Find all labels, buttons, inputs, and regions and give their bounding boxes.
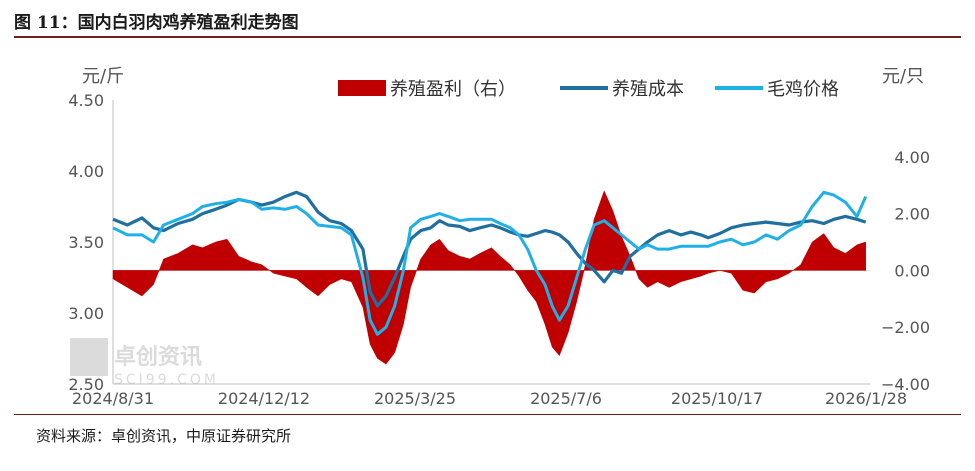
x-tick-label: 2024/12/12 [218, 389, 310, 408]
figure-title: 图 11：国内白羽肉鸡养殖盈利走势图 [14, 13, 299, 33]
watermark-site: SCI99.COM [114, 372, 219, 388]
legend-label: 养殖成本 [612, 78, 684, 100]
x-tick-label: 2026/1/28 [825, 389, 907, 408]
watermark-logo-icon [70, 338, 108, 376]
left-tick-labels: 2.50 3.00 3.50 4.00 4.50 [68, 91, 104, 394]
title-rule [14, 36, 961, 38]
right-axis-unit: 元/只 [882, 66, 924, 87]
left-axis-unit: 元/斤 [82, 66, 124, 87]
right-tick-label: −4.00 [881, 375, 930, 394]
x-tick-label: 2025/7/6 [530, 389, 602, 408]
legend-swatch-profit [338, 80, 386, 96]
left-tick-label: 3.50 [68, 233, 104, 252]
x-tick-label: 2025/3/25 [374, 389, 456, 408]
right-tick-labels: −4.00 −2.00 0.00 2.00 4.00 [881, 148, 930, 394]
x-tick-label: 2024/8/31 [72, 389, 154, 408]
series-profit-area [112, 190, 866, 365]
x-tick-label: 2025/10/17 [671, 389, 763, 408]
right-tick-label: 4.00 [894, 148, 930, 167]
left-tick-label: 2.50 [68, 375, 104, 394]
legend: 养殖盈利（右） 养殖成本 毛鸡价格 [338, 78, 839, 100]
x-tick-labels: 2024/8/31 2024/12/12 2025/3/25 2025/7/6 2025… [72, 389, 907, 408]
source-note: 资料来源：卓创资讯，中原证券研究所 [36, 427, 292, 445]
left-tick-label: 4.00 [68, 162, 104, 181]
left-tick-label: 3.00 [68, 304, 104, 323]
right-tick-label: 0.00 [894, 261, 930, 280]
watermark-brand: 卓创资讯 [114, 345, 202, 370]
right-tick-label: 2.00 [894, 205, 930, 224]
right-tick-label: −2.00 [881, 318, 930, 337]
series-layer [112, 190, 868, 365]
series-cost-line [112, 190, 867, 308]
left-tick-label: 4.50 [68, 91, 104, 110]
legend-label: 毛鸡价格 [767, 79, 839, 100]
source-rule [14, 414, 961, 415]
series-price-line [112, 190, 868, 336]
watermark: 卓创资讯 SCI99.COM [70, 338, 219, 388]
legend-label: 养殖盈利（右） [390, 78, 516, 100]
